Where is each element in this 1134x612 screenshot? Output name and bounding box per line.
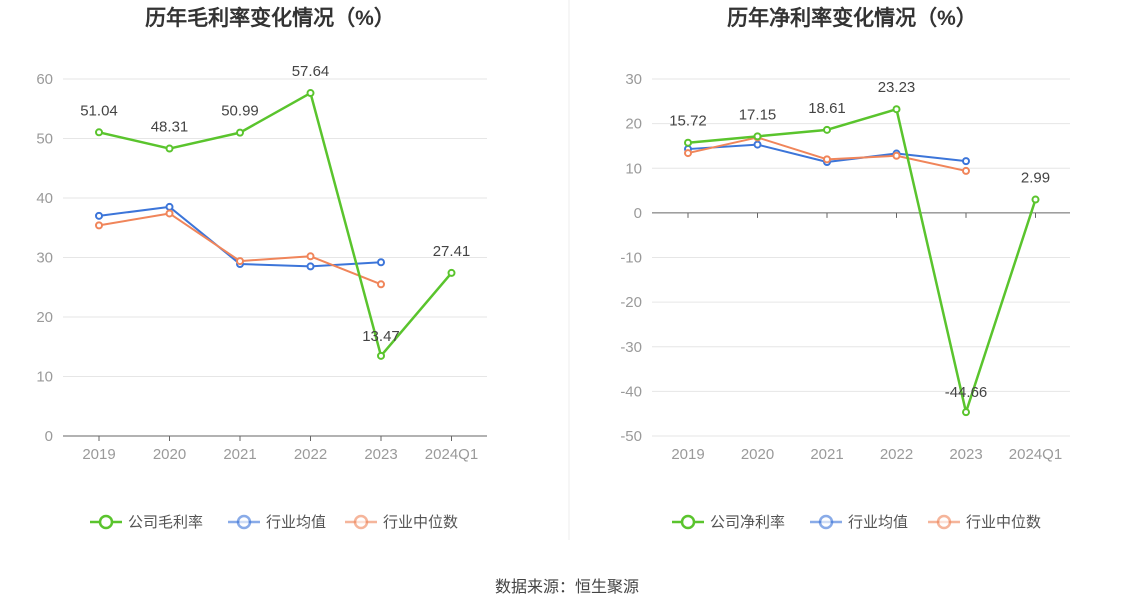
legend-item: 行业均值 [810, 514, 908, 531]
y-tick-label: 30 [36, 250, 53, 267]
data-label: 17.15 [739, 106, 777, 123]
data-point [892, 105, 901, 114]
x-tick-label: 2020 [741, 446, 774, 463]
data-point [823, 125, 831, 134]
gross-margin-chart: 历年毛利率变化情况（%） 0 10 20 30 40 50 60 2019 2020 2021 202… [36, 6, 487, 531]
data-label: 27.41 [433, 243, 471, 260]
data-label: 50.99 [221, 103, 259, 120]
x-tick-label: 2020 [153, 446, 186, 463]
data-label: 13.47 [362, 328, 400, 345]
legend-marker [936, 514, 952, 530]
x-tick-label: 2019 [671, 446, 704, 463]
x-tick-label: 2022 [294, 446, 327, 463]
legend-item: 行业中位数 [928, 514, 1041, 531]
data-point [823, 155, 831, 164]
y-tick-label: 40 [36, 190, 53, 207]
data-point [1031, 195, 1040, 204]
x-tick-label: 2019 [82, 446, 115, 463]
data-label: 51.04 [80, 102, 118, 119]
y-tick-label: -10 [620, 250, 642, 267]
data-point [377, 280, 385, 289]
y-tick-label: -40 [620, 383, 642, 400]
y-tick-label: -50 [620, 428, 642, 445]
data-point [447, 268, 456, 277]
legend-item: 行业均值 [228, 514, 326, 531]
x-tick-label: 2023 [364, 446, 397, 463]
legend-marker [680, 514, 696, 530]
data-label: 57.64 [292, 63, 330, 80]
y-tick-label: 20 [625, 116, 642, 133]
data-point [962, 408, 970, 417]
legend-label: 行业均值 [848, 514, 908, 531]
data-point [165, 209, 174, 218]
data-point [892, 151, 901, 160]
data-point [962, 166, 970, 175]
legend-item: 公司毛利率 [90, 514, 203, 531]
data-point [684, 138, 692, 147]
data-point [165, 202, 174, 211]
data-label: -44.66 [945, 384, 988, 401]
y-tick-label: 10 [36, 369, 53, 386]
data-label: 2.99 [1021, 170, 1050, 187]
y-tick-label: 30 [625, 71, 642, 88]
data-label: 15.72 [669, 113, 707, 130]
y-tick-label: 0 [45, 428, 53, 445]
data-point [684, 149, 692, 158]
x-tick-label: 2024Q1 [425, 446, 478, 463]
legend-marker [236, 514, 252, 530]
data-point [962, 157, 970, 166]
legend-marker [353, 514, 369, 530]
data-point [95, 221, 103, 230]
x-tick-label: 2022 [880, 446, 913, 463]
series-line [98, 91, 453, 358]
x-tick-label: 2023 [949, 446, 982, 463]
legend-label: 行业中位数 [383, 514, 458, 531]
y-tick-label: -30 [620, 339, 642, 356]
chart-title: 历年毛利率变化情况（%） [145, 6, 395, 30]
data-point [95, 128, 103, 137]
data-point [377, 258, 385, 267]
legend-label: 行业均值 [266, 514, 326, 531]
data-point [377, 351, 385, 360]
data-label: 23.23 [878, 79, 916, 96]
series-line [687, 107, 1037, 414]
y-tick-label: 10 [625, 160, 642, 177]
net-margin-chart: 历年净利率变化情况（%） -50 -40 -30 -20 -10 0 10 20 30 2019 20… [620, 6, 1070, 531]
y-tick-label: 60 [36, 71, 53, 88]
x-tick-label: 2024Q1 [1009, 446, 1062, 463]
legend-marker [818, 514, 834, 530]
data-point [753, 140, 762, 149]
chart-title: 历年净利率变化情况（%） [727, 6, 977, 30]
data-point [306, 252, 315, 261]
data-source: 数据来源：恒生聚源 [495, 578, 639, 596]
y-tick-label: 0 [634, 205, 642, 222]
data-point [165, 144, 174, 153]
legend-item: 公司净利率 [672, 514, 785, 531]
series-line [98, 212, 382, 286]
x-tick-label: 2021 [223, 446, 256, 463]
legend-label: 公司净利率 [710, 514, 785, 531]
data-point [236, 257, 244, 266]
data-point [236, 128, 244, 137]
y-tick-label: -20 [620, 294, 642, 311]
y-tick-label: 50 [36, 131, 53, 148]
data-point [753, 132, 762, 141]
data-point [306, 262, 315, 271]
legend-marker [98, 514, 114, 530]
data-label: 48.31 [151, 119, 189, 136]
legend-label: 行业中位数 [966, 514, 1041, 531]
legend-label: 公司毛利率 [128, 514, 203, 531]
x-tick-label: 2021 [810, 446, 843, 463]
y-tick-label: 20 [36, 309, 53, 326]
data-point [306, 89, 315, 98]
data-label: 18.61 [808, 100, 846, 117]
data-point [95, 211, 103, 220]
legend-item: 行业中位数 [345, 514, 458, 531]
